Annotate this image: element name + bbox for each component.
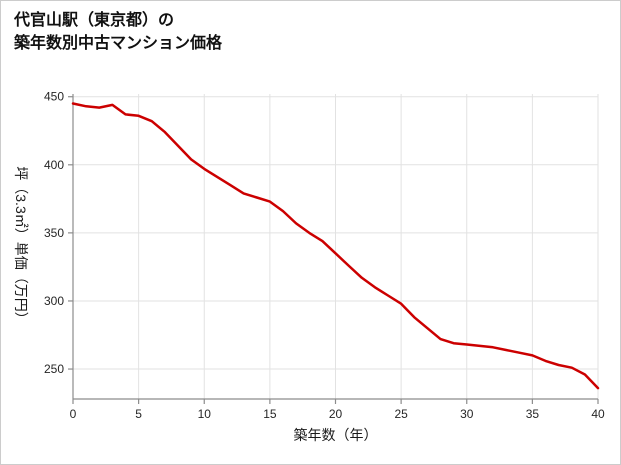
y-tick-label: 350: [44, 226, 64, 240]
chart-title-line1: 代官山駅（東京都）の: [14, 12, 175, 29]
x-tick-label: 30: [460, 407, 474, 421]
x-tick-label: 15: [263, 407, 277, 421]
x-tick-label: 5: [135, 407, 142, 421]
x-tick-label: 40: [591, 407, 605, 421]
x-tick-label: 20: [329, 407, 343, 421]
y-axis-label: 坪（3.3㎡）単価（万円）: [13, 166, 29, 326]
y-tick-label: 400: [44, 158, 64, 172]
x-tick-label: 25: [394, 407, 408, 421]
price-line: [71, 102, 600, 390]
y-tick-label: 450: [44, 90, 64, 104]
x-tick-label: 35: [526, 407, 540, 421]
x-tick-label: 0: [70, 407, 77, 421]
x-tick-label: 10: [198, 407, 212, 421]
x-axis-label: 築年数（年）: [293, 427, 378, 443]
chart-title: 代官山駅（東京都）の 築年数別中古マンション価格: [14, 9, 222, 55]
y-tick-label: 250: [44, 362, 64, 376]
chart-title-line2: 築年数別中古マンション価格: [14, 35, 223, 53]
y-tick-label: 300: [44, 294, 64, 308]
